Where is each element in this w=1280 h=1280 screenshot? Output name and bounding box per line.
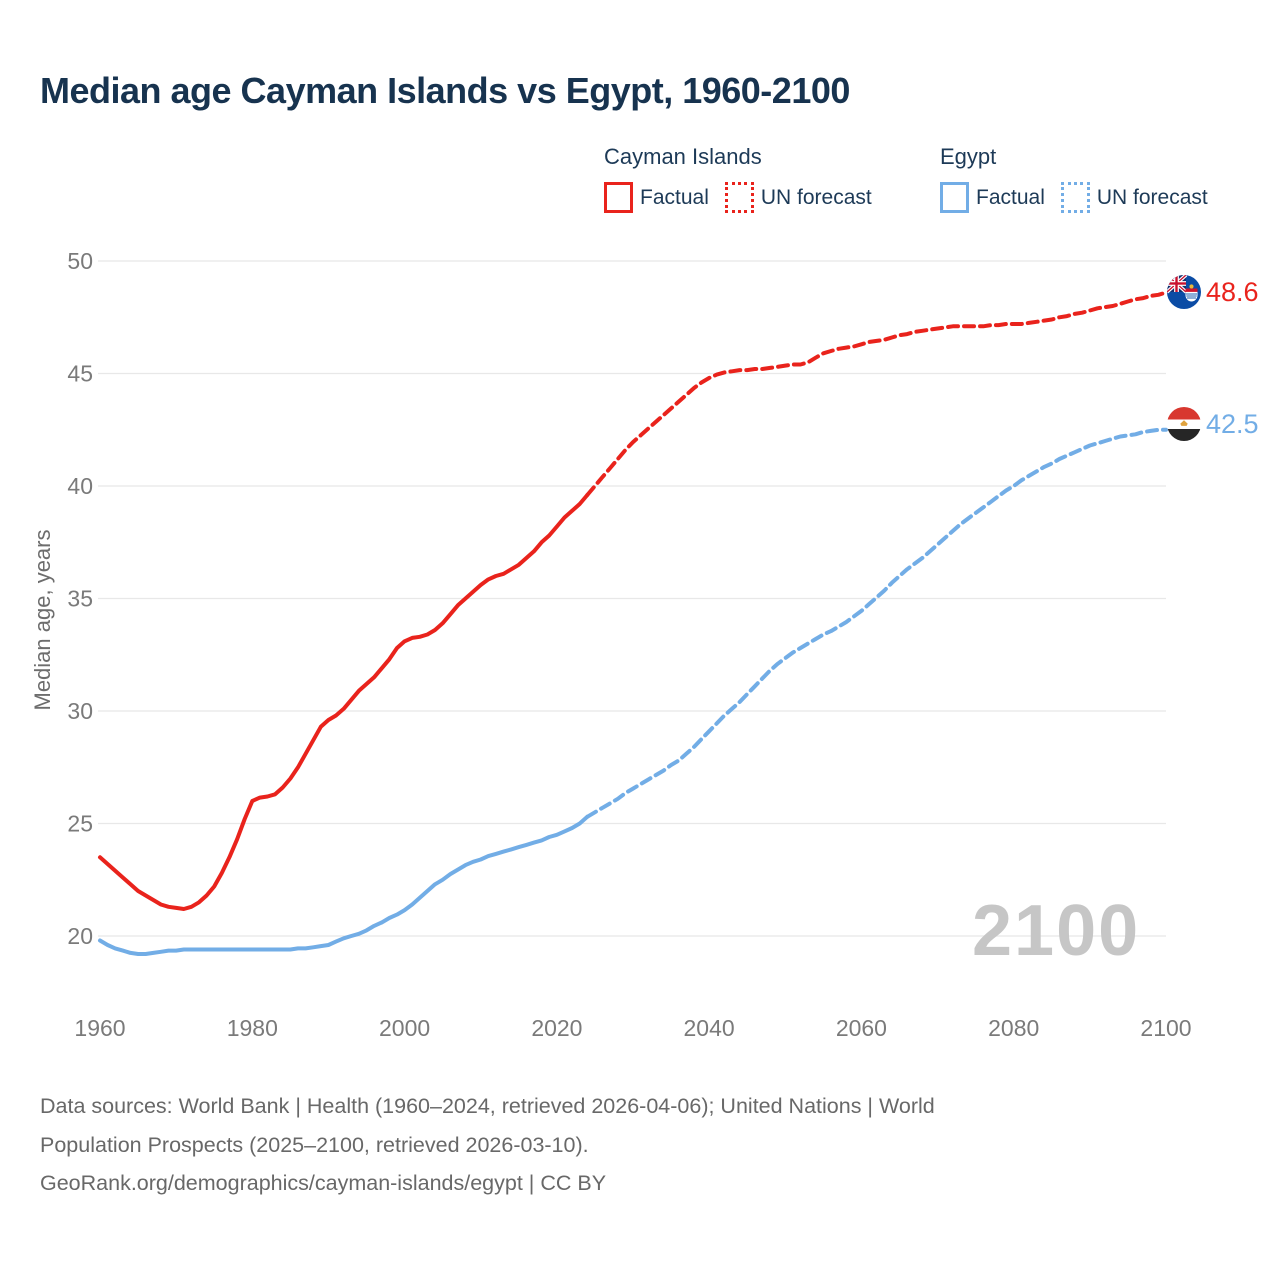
footer-line: Data sources: World Bank | Health (1960–… xyxy=(40,1094,935,1118)
x-tick-label: 2020 xyxy=(531,1015,582,1041)
x-tick-label: 2060 xyxy=(836,1015,887,1041)
y-tick-label: 30 xyxy=(67,698,93,724)
x-tick-label: 2100 xyxy=(1140,1015,1191,1041)
end-value-cayman: 48.6 xyxy=(1206,276,1259,307)
legend-items: Factual UN forecast xyxy=(940,182,1208,213)
page-title: Median age Cayman Islands vs Egypt, 1960… xyxy=(40,70,850,111)
legend-item-egypt-factual[interactable]: Factual xyxy=(940,182,1045,213)
legend-item-label: Factual xyxy=(640,185,709,209)
cayman-factual-line xyxy=(98,493,590,911)
data-sources-footer: Data sources: World Bank | Health (1960–… xyxy=(40,1087,1200,1203)
legend-item-cayman-forecast[interactable]: UN forecast xyxy=(724,182,872,213)
footer-line: Population Prospects (2025–2100, retriev… xyxy=(40,1132,589,1157)
y-tick-label: 35 xyxy=(67,585,93,611)
y-tick-label: 20 xyxy=(67,923,93,949)
watermark-year: 2100 xyxy=(972,891,1141,971)
cayman-islands-flag-icon xyxy=(1167,275,1201,309)
x-tick-label: 2080 xyxy=(988,1015,1039,1041)
x-tick-label: 1980 xyxy=(227,1015,278,1041)
end-label-egypt: 42.5 xyxy=(1167,407,1259,441)
legend-item-cayman-factual[interactable]: Factual xyxy=(604,182,709,213)
legend-group-egypt: Egypt Factual UN forecast xyxy=(940,144,1208,213)
y-tick-label: 25 xyxy=(67,810,93,836)
y-tick-label: 45 xyxy=(67,360,93,386)
y-tick-label: 40 xyxy=(67,473,93,499)
dotted-line-swatch-icon xyxy=(724,182,754,213)
legend-item-egypt-forecast[interactable]: UN forecast xyxy=(1060,182,1208,213)
chart-legend: Cayman Islands Factual UN forecast Egypt… xyxy=(604,144,1208,213)
y-tick-label: 50 xyxy=(67,248,93,274)
footer-line[interactable]: GeoRank.org/demographics/cayman-islands/… xyxy=(40,1171,607,1195)
x-tick-label: 2040 xyxy=(684,1015,735,1041)
x-tick-label: 2000 xyxy=(379,1015,430,1041)
legend-group-cayman-islands: Cayman Islands Factual UN forecast xyxy=(604,144,940,213)
egypt-forecast-line xyxy=(585,427,1168,819)
legend-group-title: Cayman Islands xyxy=(604,144,762,169)
end-label-cayman-islands: 48.6 xyxy=(1167,275,1259,309)
end-value-egypt: 42.5 xyxy=(1206,408,1259,439)
solid-line-swatch-icon xyxy=(940,182,969,213)
solid-line-swatch-icon xyxy=(604,182,633,213)
egypt-flag-icon xyxy=(1167,407,1201,441)
legend-item-label: Factual xyxy=(976,185,1045,209)
egypt-factual-line xyxy=(98,814,590,956)
legend-item-label: UN forecast xyxy=(760,185,872,209)
cayman-forecast-line xyxy=(585,290,1168,497)
x-tick-label: 1960 xyxy=(74,1015,125,1041)
legend-items: Factual UN forecast xyxy=(604,182,940,213)
dotted-line-swatch-icon xyxy=(1060,182,1090,213)
legend-item-label: UN forecast xyxy=(1096,185,1208,209)
legend-group-title: Egypt xyxy=(940,144,997,169)
